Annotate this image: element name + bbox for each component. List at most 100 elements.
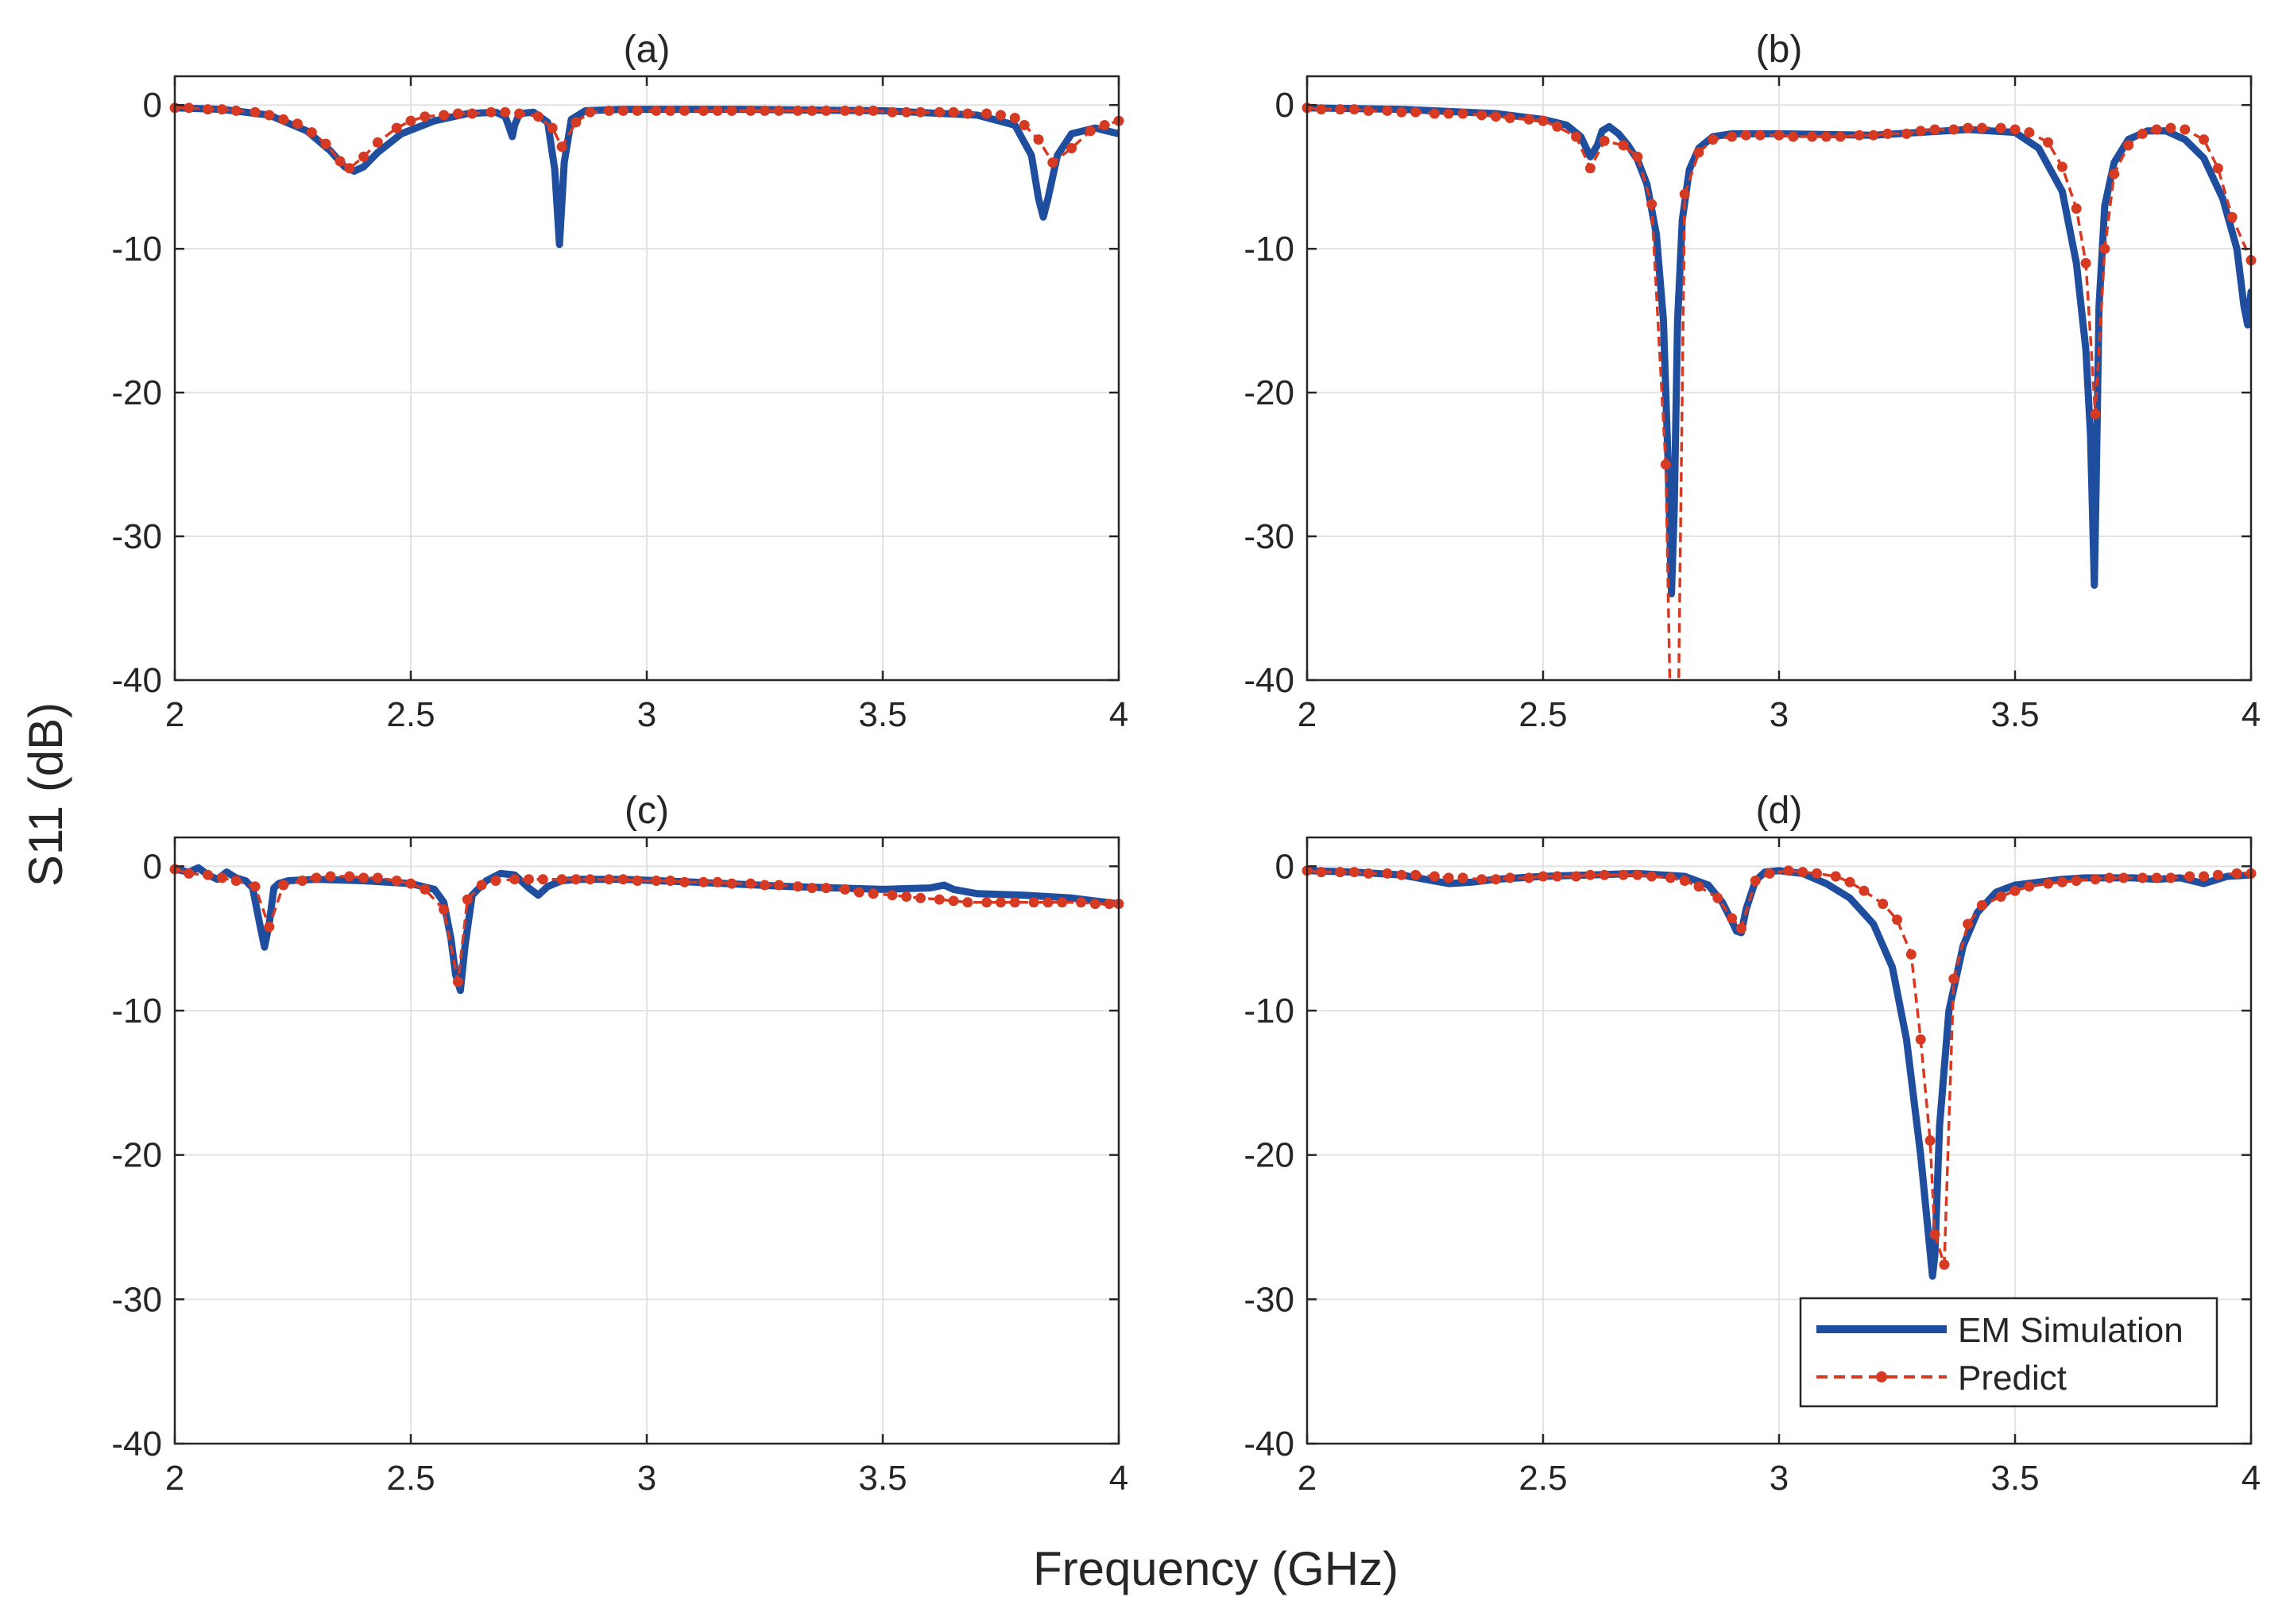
y-tick-label: 0 xyxy=(1275,86,1294,125)
x-tick-label: 2 xyxy=(165,1459,184,1498)
predict-point xyxy=(996,897,1006,908)
predict-point xyxy=(2165,122,2176,133)
predict-point xyxy=(216,104,227,115)
predict-point xyxy=(915,106,926,118)
predict-point xyxy=(2024,881,2035,892)
predict-point xyxy=(230,876,242,886)
predict-point xyxy=(1646,199,1657,210)
predict-point xyxy=(547,122,558,133)
predict-point xyxy=(915,892,926,903)
series-line-predict xyxy=(1307,106,2251,680)
predict-point xyxy=(1679,188,1690,199)
predict-point xyxy=(840,884,850,895)
predict-point xyxy=(2226,211,2238,222)
predict-point xyxy=(1995,122,2006,133)
predict-point xyxy=(2137,872,2148,884)
legend-predict-label: Predict xyxy=(1958,1359,2067,1398)
legend-em-simulation-label: EM Simulation xyxy=(1958,1311,2183,1350)
y-tick-label: -30 xyxy=(1244,517,1294,556)
predict-point xyxy=(651,105,662,116)
predict-point xyxy=(1905,949,1917,960)
predict-point xyxy=(604,874,614,885)
predict-point xyxy=(1033,134,1044,145)
predict-point xyxy=(792,105,803,116)
predict-point xyxy=(604,105,614,116)
x-tick-label: 3.5 xyxy=(1990,1459,2039,1498)
predict-point xyxy=(981,108,992,119)
predict-point xyxy=(1727,913,1738,924)
predict-point xyxy=(1571,131,1582,142)
predict-point xyxy=(1835,131,1846,142)
predict-point xyxy=(203,869,214,880)
panel-c: 2 2.5 3 3.5 4 0 -10 -20 -30 -40 (c) xyxy=(111,790,1128,1498)
predict-point xyxy=(1523,114,1534,125)
predict-point xyxy=(1382,105,1393,116)
predict-point xyxy=(2071,203,2082,214)
predict-point xyxy=(462,894,473,905)
predict-point xyxy=(1929,124,1940,135)
predict-point xyxy=(821,883,832,894)
predict-point xyxy=(1410,106,1421,118)
predict-point xyxy=(901,891,912,902)
predict-point xyxy=(1632,869,1643,880)
predict-point xyxy=(1571,871,1582,882)
predict-point xyxy=(948,895,959,907)
x-tick-label: 3.5 xyxy=(1990,695,2039,734)
predict-point xyxy=(1410,869,1421,880)
predict-point xyxy=(2009,124,2021,135)
series-line-predict xyxy=(1307,869,2251,1266)
predict-point xyxy=(1788,131,1799,142)
predict-point xyxy=(1963,918,1974,930)
predict-point xyxy=(1476,874,1487,885)
predict-point xyxy=(184,102,195,114)
predict-point xyxy=(1797,867,1808,878)
predict-point xyxy=(1924,1135,1936,1146)
predict-point xyxy=(358,872,369,884)
y-tick-label: -10 xyxy=(1244,992,1294,1030)
predict-point xyxy=(1712,892,1723,903)
predict-point xyxy=(405,115,416,126)
predict-point xyxy=(632,876,643,886)
predict-point xyxy=(1523,872,1534,884)
panel-d: 2 2.5 3 3.5 4 0 -10 -20 -30 -40 (d) xyxy=(1244,790,2261,1498)
predict-point xyxy=(514,108,525,119)
predict-point xyxy=(2123,140,2134,151)
predict-point xyxy=(1693,147,1704,158)
predict-point xyxy=(698,105,709,116)
predict-point xyxy=(1552,121,1563,132)
predict-point xyxy=(509,874,520,885)
predict-point xyxy=(1089,899,1100,910)
predict-point xyxy=(745,105,756,116)
predict-point xyxy=(1820,131,1832,142)
predict-point xyxy=(2151,872,2162,884)
predict-point xyxy=(249,106,261,118)
predict-point xyxy=(1085,126,1096,137)
predict-point xyxy=(1363,868,1374,879)
predict-point xyxy=(2184,871,2195,882)
predict-point xyxy=(2090,874,2101,885)
predict-point xyxy=(679,876,690,887)
predict-point xyxy=(901,106,912,118)
predict-point xyxy=(2104,872,2115,884)
predict-point xyxy=(1584,869,1596,880)
predict-point xyxy=(962,108,973,119)
x-tick-label: 3 xyxy=(1770,695,1789,734)
predict-point xyxy=(1363,105,1374,116)
predict-point xyxy=(1632,151,1643,162)
predict-point xyxy=(1066,143,1077,153)
predict-point xyxy=(726,105,737,116)
predict-point xyxy=(1740,130,1751,141)
predict-point xyxy=(292,118,303,130)
predict-point xyxy=(1618,869,1629,880)
predict-point xyxy=(2180,124,2191,135)
predict-point xyxy=(1457,872,1468,884)
predict-point xyxy=(868,105,879,116)
y-tick-label: -10 xyxy=(111,230,162,269)
legend-box xyxy=(1799,1297,2218,1408)
panel-title: (c) xyxy=(625,790,669,832)
predict-point xyxy=(571,117,582,128)
predict-point xyxy=(1443,872,1454,884)
predict-point xyxy=(1646,871,1657,882)
predict-point xyxy=(476,880,487,891)
predict-point xyxy=(1929,1229,1940,1240)
